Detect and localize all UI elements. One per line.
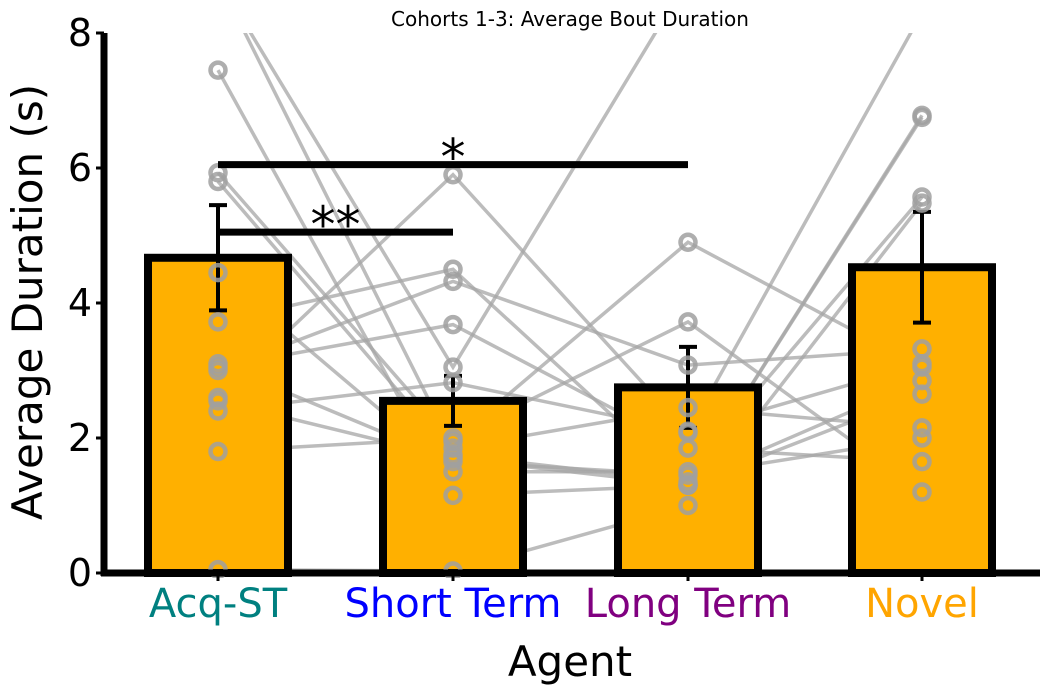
subject-point: [208, 441, 228, 462]
subject-point: [678, 495, 698, 516]
subject-point: [443, 448, 463, 468]
y-ticks: 0 2 4 6 8: [68, 11, 104, 595]
x-axis-label: Agent: [508, 637, 632, 686]
subject-point: [912, 428, 932, 448]
subject-line: [217, 319, 924, 494]
subject-point: [208, 312, 228, 332]
error-bar: [209, 203, 227, 313]
significance-label: *: [441, 129, 466, 187]
subject-point: [912, 107, 932, 128]
subject-point: [208, 171, 228, 192]
y-axis-label: Average Duration (s): [3, 84, 52, 520]
chart-title: Cohorts 1-3: Average Bout Duration: [391, 7, 749, 31]
subject-point: [678, 421, 698, 441]
subject-points: [208, 5, 932, 578]
subject-line: [217, 116, 924, 488]
subject-point: [912, 354, 932, 374]
x-tick-label: Acq-ST: [149, 581, 288, 627]
subject-line: [216, 171, 923, 444]
subject-point: [208, 401, 228, 421]
subject-line: [217, 267, 923, 488]
x-ticks: Acq-ST Short Term Long Term Novel: [149, 573, 979, 627]
significance-label: **: [311, 196, 361, 254]
subject-point: [912, 384, 932, 404]
x-tick-label: Long Term: [585, 581, 791, 627]
subject-point: [208, 360, 228, 381]
subject-line: [216, 33, 913, 436]
y-tick-label: 2: [68, 416, 92, 460]
subject-point: [678, 312, 698, 332]
subject-point: [208, 60, 228, 80]
subject-point: [912, 451, 932, 472]
subject-point: [912, 193, 932, 213]
subject-point: [443, 485, 463, 506]
subject-point: [678, 465, 698, 485]
subject-point: [678, 397, 698, 418]
subject-point: [678, 475, 698, 495]
subject-point: [915, 5, 930, 20]
subject-point: [443, 314, 463, 335]
x-tick-label: Short Term: [344, 581, 561, 627]
y-tick-label: 4: [68, 281, 92, 325]
y-tick-label: 6: [68, 146, 92, 190]
subject-point: [208, 391, 228, 411]
subject-line: [248, 33, 658, 371]
subject-point: [912, 482, 932, 502]
subject-point: [443, 438, 463, 458]
subject-point: [678, 232, 698, 252]
subject-point: [912, 418, 932, 438]
subject-point: [678, 355, 698, 375]
subject-point: [443, 259, 463, 279]
subject-point: [208, 262, 228, 283]
x-tick-label: Novel: [865, 581, 979, 627]
subject-point: [443, 428, 463, 448]
y-tick-label: 8: [68, 11, 92, 55]
subject-line: [217, 322, 923, 464]
subject-line: [217, 362, 923, 434]
subject-line: [243, 33, 923, 451]
subject-point: [443, 357, 463, 377]
subject-point: [443, 271, 463, 292]
y-tick-label: 0: [68, 551, 92, 595]
significance-annotations: ***: [218, 129, 688, 254]
subject-lines: [216, 33, 924, 573]
